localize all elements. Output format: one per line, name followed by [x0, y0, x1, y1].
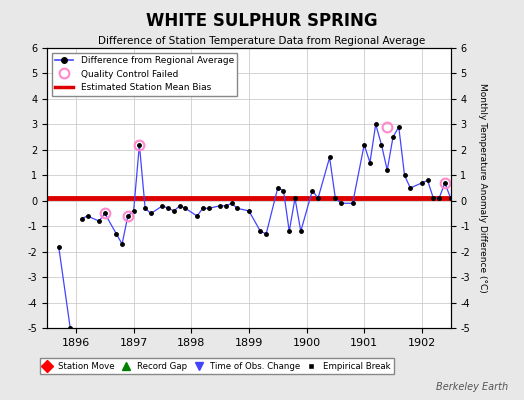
Legend: Station Move, Record Gap, Time of Obs. Change, Empirical Break: Station Move, Record Gap, Time of Obs. C…	[39, 358, 394, 374]
Text: Berkeley Earth: Berkeley Earth	[436, 382, 508, 392]
Text: Difference of Station Temperature Data from Regional Average: Difference of Station Temperature Data f…	[99, 36, 425, 46]
Text: WHITE SULPHUR SPRING: WHITE SULPHUR SPRING	[146, 12, 378, 30]
Y-axis label: Monthly Temperature Anomaly Difference (°C): Monthly Temperature Anomaly Difference (…	[478, 83, 487, 293]
